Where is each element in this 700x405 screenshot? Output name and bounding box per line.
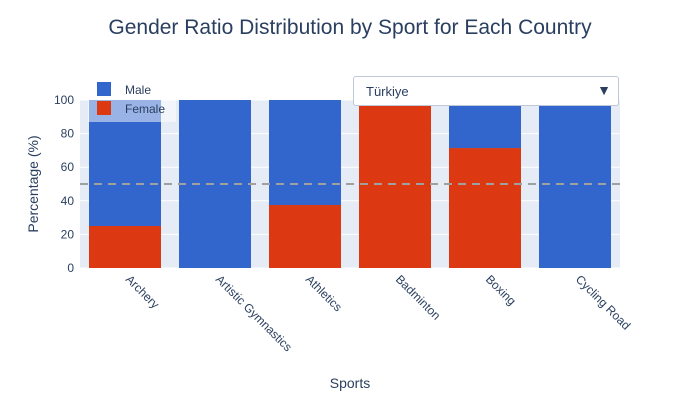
y-tick-label: 100 bbox=[54, 93, 74, 107]
y-tick-label: 0 bbox=[67, 261, 74, 275]
legend-label-female: Female bbox=[125, 102, 165, 116]
y-axis-title: Percentage (%) bbox=[25, 135, 41, 232]
x-tick-label: Cycling Road bbox=[573, 272, 633, 332]
bar-female bbox=[89, 226, 161, 268]
plot-area: 0 20 40 60 80 100 Archery Artistic Gymnastics At… bbox=[54, 78, 633, 354]
bar-male bbox=[269, 100, 341, 205]
legend-swatch-female bbox=[97, 101, 111, 115]
y-tick-label: 80 bbox=[61, 127, 75, 141]
triangle-down-icon: ▼ bbox=[597, 82, 611, 98]
y-tick-label: 60 bbox=[61, 160, 75, 174]
country-dropdown[interactable]: Türkiye ▼ bbox=[353, 76, 619, 106]
bar-female bbox=[449, 148, 521, 268]
country-dropdown-value: Türkiye bbox=[366, 84, 409, 99]
y-tick-label: 20 bbox=[61, 227, 75, 241]
chart-title: Gender Ratio Distribution by Sport for E… bbox=[108, 16, 592, 39]
x-tick-label: Boxing bbox=[483, 272, 519, 308]
x-axis-title: Sports bbox=[330, 375, 370, 391]
x-tick-label: Archery bbox=[123, 272, 162, 311]
y-tick-label: 40 bbox=[61, 194, 75, 208]
x-tick-label: Badminton bbox=[393, 272, 443, 322]
x-tick-label: Artistic Gymnastics bbox=[213, 272, 295, 354]
legend-swatch-male bbox=[97, 82, 111, 96]
x-tick-label: Athletics bbox=[303, 272, 345, 314]
bar-female bbox=[269, 205, 341, 268]
legend-label-male: Male bbox=[125, 83, 151, 97]
bar-male bbox=[449, 100, 521, 149]
